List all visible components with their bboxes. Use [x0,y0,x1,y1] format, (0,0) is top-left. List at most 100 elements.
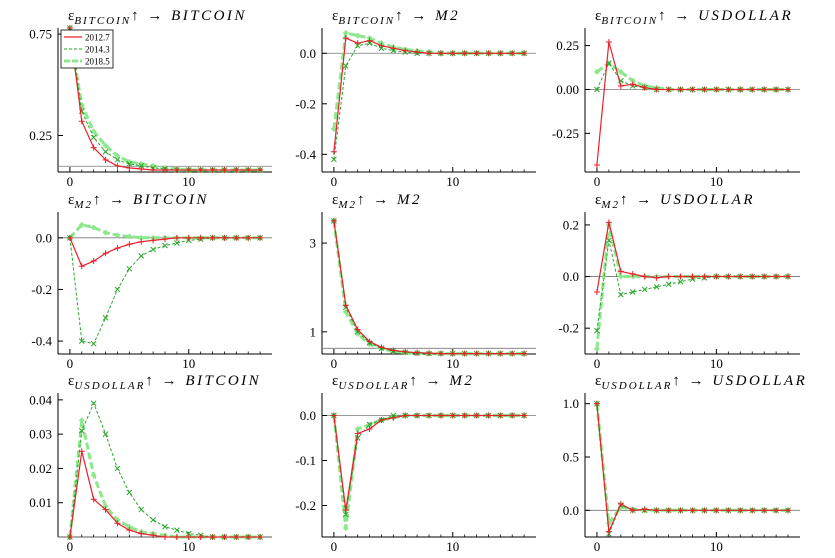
data-point [449,50,456,57]
data-point [114,245,121,252]
series-line-2018.5 [332,414,525,529]
data-point [354,32,361,39]
data-point [378,344,385,351]
data-point [497,412,504,419]
data-point [437,50,444,57]
data-point [102,315,109,321]
panel-2: 0 10 0.0 -0.2 -0.4 εBITCOIN↑ → M2 [295,8,536,189]
data-point [114,156,121,163]
x-tick-label: 0 [331,356,338,371]
data-point [126,241,133,248]
data-point [162,534,168,540]
data-point [629,77,636,84]
data-point [126,164,133,171]
data-point [78,263,85,270]
data-point [761,86,768,93]
y-tick-label: 1 [310,324,317,339]
y-tick-label: 0.01 [29,495,52,510]
data-point [126,527,133,534]
data-point [641,286,648,293]
y-tick-label: -0.2 [558,321,579,336]
series-line-2012.7 [69,451,261,538]
data-point [330,217,337,224]
data-point [366,426,373,432]
series-line-2018.5 [332,31,525,130]
data-point [185,534,192,540]
y-tick-label: -0.2 [31,282,52,297]
series-line-2014.3 [596,240,789,331]
data-point [90,128,97,135]
data-point [366,421,373,428]
data-point [331,156,337,163]
x-tick-label: 10 [710,174,723,189]
data-point [689,273,696,280]
data-point [174,527,180,533]
x-tick-label: 10 [446,539,459,554]
data-point [162,236,168,243]
data-point [221,534,228,540]
panel-4: 0 10 0.0 -0.2 -0.4 εM2↑ → BITCOIN [31,192,272,371]
y-tick-label: 0.03 [29,427,52,442]
data-point [354,326,361,333]
data-point [749,273,756,280]
data-point [209,234,216,241]
data-point [221,166,228,173]
data-point [605,219,612,226]
y-tick-label: 0.25 [556,38,579,53]
y-tick-label: -0.1 [295,453,316,468]
data-point [185,234,192,241]
x-tick-label: 10 [710,539,723,554]
data-point [653,507,660,514]
data-point [665,507,672,514]
x-tick-label: 0 [67,174,74,189]
data-point [461,350,468,357]
data-point [138,238,145,245]
x-tick-label: 10 [182,539,195,554]
y-tick-label: 0.0 [300,408,316,423]
data-point [485,350,492,357]
y-tick-label: 0.04 [29,392,52,407]
data-point [593,161,600,168]
data-point [593,289,600,296]
data-point [473,412,480,419]
data-point [354,426,361,432]
data-point [677,507,684,514]
data-point [342,525,349,531]
data-point [737,86,744,93]
series-line-2012.7 [333,414,525,511]
data-point [233,534,240,540]
panel-1: 0 10 0.25 0.75 εBITCOIN↑ → BITCOIN 2012.7 2014… [29,8,272,189]
series-line-2018.5 [595,224,789,349]
data-point [342,507,349,513]
panel-8: 0 10 0.0 -0.1 -0.2 εUSDOLLAR↑ → M2 [295,373,536,554]
data-point [90,400,97,407]
data-point [629,81,636,88]
data-point [90,340,97,347]
data-point [737,273,744,280]
data-point [378,417,385,423]
data-point [90,144,97,151]
data-point [209,166,216,173]
legend-label: 2018.5 [85,57,110,67]
panel-5: 0 10 3 1 εM2↑ → M2 [310,192,536,371]
data-point [594,86,600,93]
panel-title: εBITCOIN↑ → M2 [332,8,460,27]
data-point [162,242,168,249]
data-point [257,234,264,241]
legend-label: 2012.7 [85,33,110,43]
panel-title: εUSDOLLAR↑ → USDOLLAR [595,373,807,392]
data-point [126,161,133,167]
data-point [245,534,252,540]
data-point [402,348,409,355]
x-tick-label: 0 [67,356,74,371]
data-point [245,166,252,173]
data-point [114,520,121,527]
data-point [761,507,768,514]
data-point [102,156,109,163]
data-point [605,39,612,46]
data-point [90,224,97,231]
series-line-2012.7 [596,222,789,293]
data-point [653,274,660,281]
data-point [785,507,792,514]
data-point [354,430,361,437]
